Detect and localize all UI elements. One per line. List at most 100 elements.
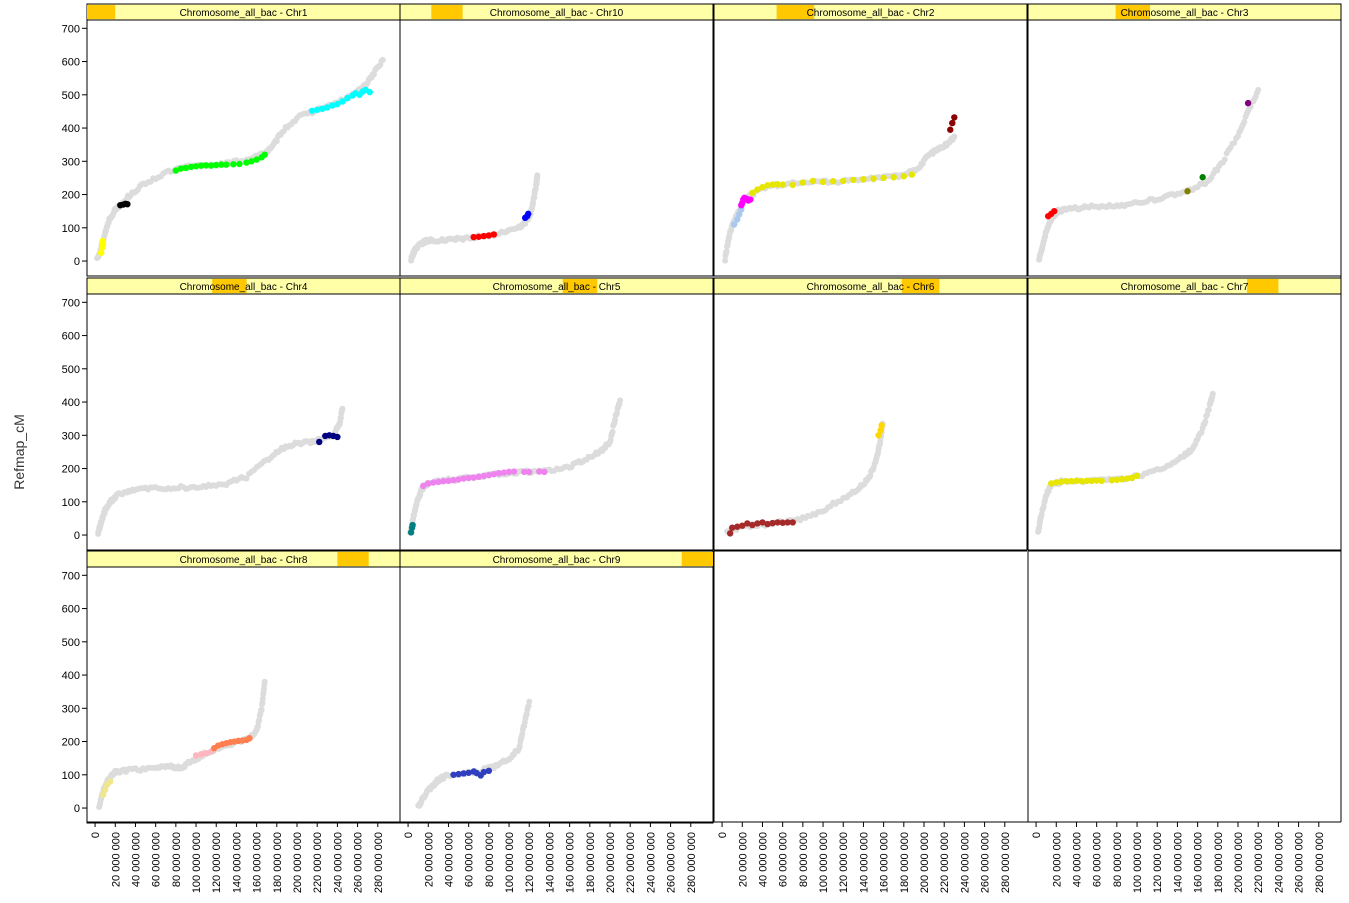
background-point — [1209, 390, 1216, 397]
data-point — [253, 156, 260, 163]
data-point — [480, 472, 488, 480]
data-point — [475, 233, 482, 240]
background-point — [722, 257, 729, 264]
data-point — [947, 126, 954, 133]
x-tick-label: 180 000 000 — [1213, 832, 1225, 893]
background-point — [534, 172, 541, 179]
facet-panel: Chromosome_all_bac - Chr8 — [86, 550, 401, 824]
data-point — [314, 106, 321, 113]
x-tick-label: 140 000 000 — [1172, 832, 1184, 893]
x-tick-label: 80 000 000 — [484, 832, 496, 887]
x-tick-label: 40 000 000 — [443, 832, 455, 887]
data-point — [440, 477, 447, 485]
data-point — [1184, 188, 1191, 195]
x-tick-label: 120 000 000 — [524, 832, 536, 893]
data-point — [726, 530, 734, 537]
data-point — [420, 482, 427, 490]
data-point — [202, 162, 210, 169]
background-point — [273, 138, 280, 145]
data-point — [1133, 472, 1141, 480]
x-tick-label: 280 000 000 — [1000, 832, 1012, 893]
y-axis-title: Refmap_cM — [11, 414, 27, 489]
panel-frame — [1027, 293, 1342, 551]
y-tick-label: 600 — [62, 604, 80, 616]
data-point — [520, 468, 528, 476]
y-tick-label: 100 — [62, 770, 80, 782]
background-point — [723, 248, 730, 255]
data-point — [475, 473, 482, 481]
data-point — [435, 478, 442, 486]
x-tick-label: 80 000 000 — [1112, 832, 1124, 887]
x-tick-label: 140 000 000 — [544, 832, 556, 893]
data-point — [877, 427, 884, 434]
data-point — [248, 158, 255, 165]
data-point — [890, 174, 897, 181]
data-point — [182, 164, 190, 172]
panel-frame — [399, 19, 714, 277]
data-point — [480, 232, 488, 240]
data-point — [744, 520, 751, 527]
data-point — [485, 232, 493, 239]
panel-frame — [399, 293, 714, 551]
data-point — [1088, 477, 1095, 485]
y-tick-label: 700 — [62, 570, 80, 582]
x-tick-label: 240 000 000 — [645, 832, 657, 893]
x-tick-label: 200 000 000 — [292, 832, 304, 893]
facet-strip-marker — [776, 5, 815, 19]
facet-title: Chromosome_all_bac - Chr3 — [1121, 8, 1249, 19]
panel-frame — [86, 293, 401, 551]
data-point — [870, 175, 877, 182]
data-point — [207, 162, 215, 169]
x-tick-label: 280 000 000 — [686, 832, 698, 893]
data-point — [754, 520, 761, 527]
x-tick-label: 0 — [717, 832, 729, 838]
data-point — [878, 422, 885, 429]
y-tick-label: 100 — [62, 223, 80, 235]
background-point — [1202, 418, 1209, 425]
x-tick-label: 20 000 000 — [1051, 832, 1063, 887]
data-point — [900, 173, 908, 180]
data-point — [1078, 477, 1085, 485]
data-point — [316, 438, 323, 446]
data-point — [789, 519, 796, 526]
data-point — [1108, 476, 1116, 484]
background-point — [243, 475, 250, 482]
data-point — [246, 735, 253, 742]
data-point — [213, 161, 220, 169]
data-point — [774, 181, 781, 188]
data-point — [465, 474, 472, 482]
x-tick-label: 20 000 000 — [110, 832, 122, 887]
data-point — [829, 178, 837, 185]
background-point — [612, 416, 619, 423]
panel-frame — [86, 566, 401, 824]
panels-layer: Chromosome_all_bac - Chr1 Chromosome_all_… — [62, 3, 1342, 893]
background-point — [516, 742, 523, 749]
data-point — [99, 791, 107, 798]
x-tick-label: 100 000 000 — [504, 832, 516, 893]
data-point — [243, 159, 250, 166]
y-tick-label: 200 — [62, 464, 80, 476]
x-tick-label: 100 000 000 — [1132, 832, 1144, 893]
data-point — [1083, 477, 1090, 485]
y-tick-label: 500 — [62, 364, 80, 376]
data-point — [759, 519, 766, 526]
y-tick-label: 200 — [62, 190, 80, 202]
data-point — [754, 186, 761, 193]
y-tick-label: 300 — [62, 156, 80, 168]
data-point — [809, 177, 817, 185]
background-point — [1241, 118, 1248, 125]
data-point — [1118, 475, 1126, 483]
facet-title: Chromosome_all_bac - Chr9 — [493, 555, 621, 566]
x-tick-label: 260 000 000 — [1294, 832, 1306, 893]
background-point — [256, 716, 263, 723]
data-point — [949, 119, 956, 127]
data-point — [541, 468, 548, 476]
x-tick-label: 220 000 000 — [625, 832, 637, 893]
x-tick-label: 180 000 000 — [272, 832, 284, 893]
data-point — [951, 114, 958, 121]
x-tick-label: 180 000 000 — [585, 832, 597, 893]
data-point — [1123, 475, 1131, 482]
facet-title: Chromosome_all_bac - Chr10 — [490, 8, 624, 19]
y-tick-label: 600 — [62, 57, 80, 69]
